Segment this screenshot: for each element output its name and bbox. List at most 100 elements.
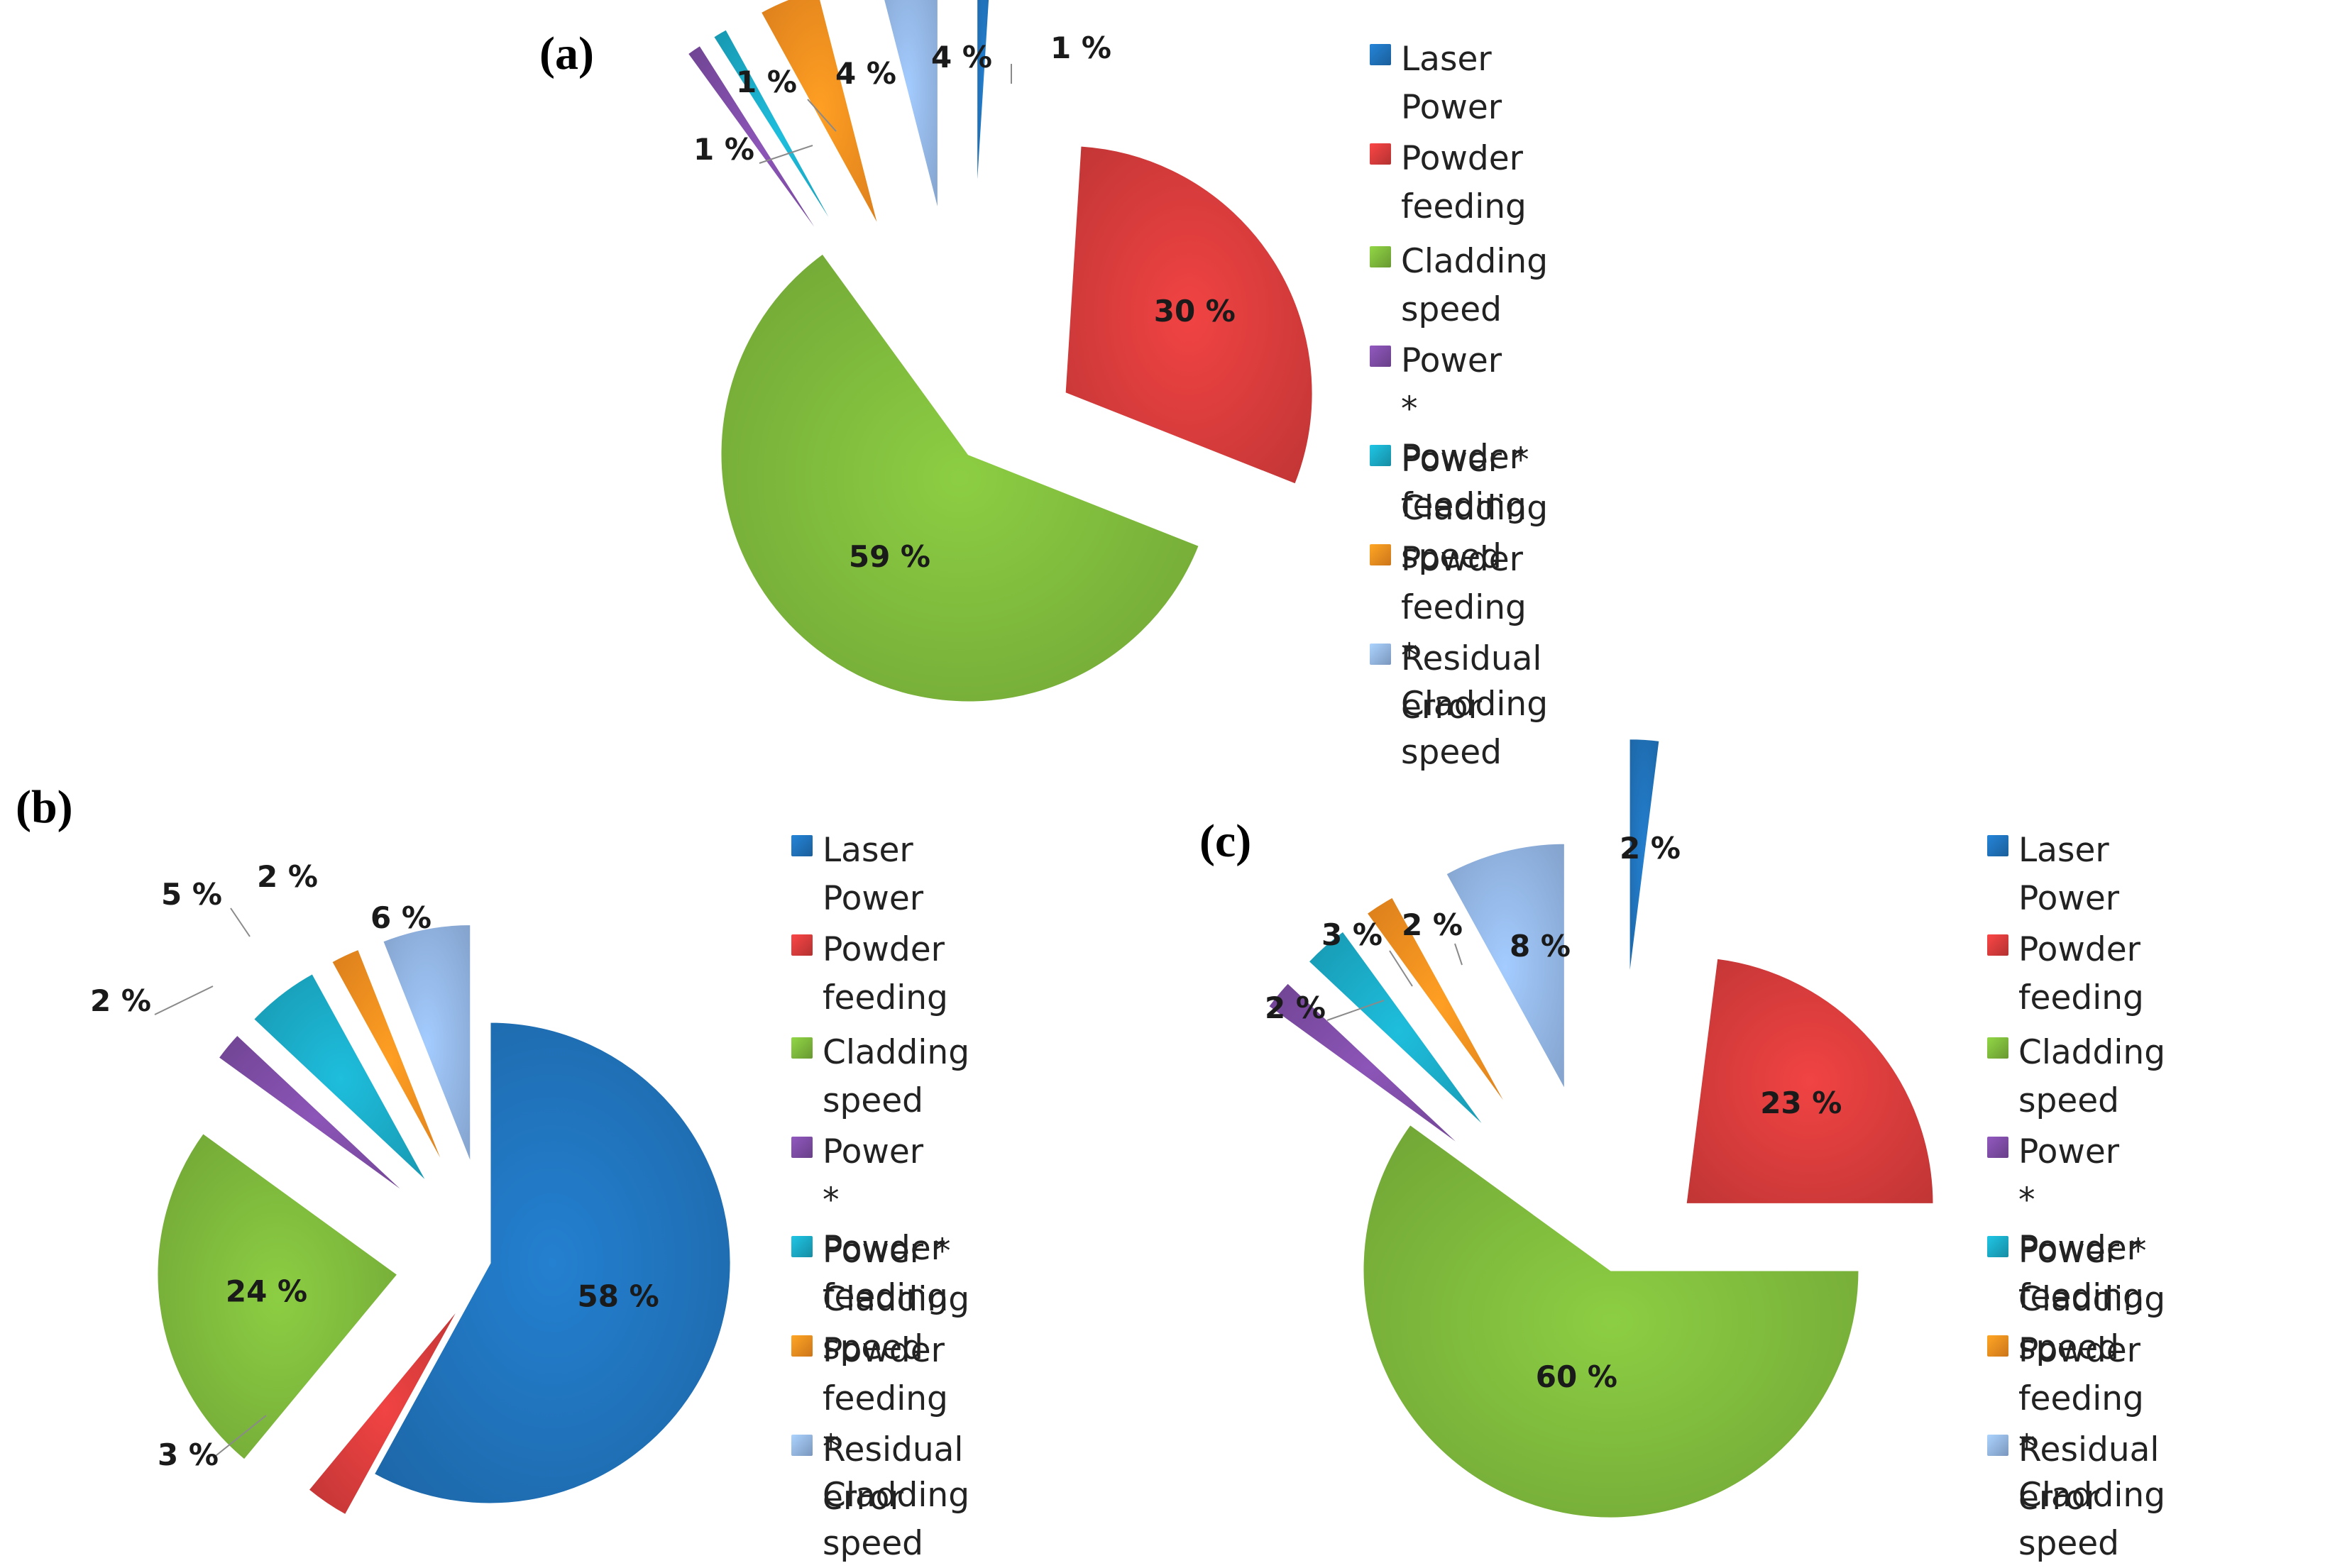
leader-line-power-cladding-speed [230,907,251,937]
legend-swatch-power-powder-feeding [1370,346,1391,367]
value-label-powder-feeding: 3 % [158,1437,219,1472]
legend-label-laser-power: Laser Power [1401,40,1502,127]
slice-powder-feeding [1684,956,1935,1205]
slice-power-cladding-speed [251,971,430,1186]
legend-item-residual-error: Residual error [791,1426,964,1523]
legend-swatch-powder-feeding [791,934,813,956]
value-label-power-cladding-speed: 1 % [736,65,797,99]
panel-label-c: (c) [1199,815,1252,867]
leader-line-power-cladding-speed [807,99,837,132]
slice-power-cladding-speed [711,27,847,248]
slice-powder-feeding-cladding-speed [329,947,449,1174]
legend-swatch-powder-feeding-cladding-speed [791,1335,813,1357]
legend-label-powder-feeding: Powder feeding [1401,139,1527,226]
legend-item-powder-feeding: Powder feeding [1370,135,1527,231]
slice-power-powder-feeding [1266,981,1470,1154]
legend-item-powder-feeding-cladding-speed: Powder feeding * Cladding speed [1370,536,1548,777]
value-label-powder-feeding-cladding-speed: 2 % [1402,907,1463,942]
legend-swatch-cladding-speed [791,1037,813,1059]
legend-label-power-powder-feeding: Power * Powder feeding [2018,1132,2144,1316]
pie-chart-a-svg: 1 % 30 % 59 % 1 % 1 % 4 % 4 % [686,0,1314,704]
leader-line-power-cladding-speed [1389,950,1413,987]
legend-label-laser-power: Laser Power [823,831,924,918]
legend-label-power-cladding-speed: Power * Cladding speed [2018,1232,2166,1367]
value-label-residual-error: 8 % [1510,929,1571,964]
pie-chart-b: 58 % 3 % 24 % 2 % 5 % 2 % 6 % [0,773,1164,1519]
pie-chart-a: 1 % 30 % 59 % 1 % 1 % 4 % 4 % [0,0,2325,731]
value-label-cladding-speed: 59 % [849,539,930,574]
panel-label-a: (a) [539,28,594,79]
value-label-power-powder-feeding: 1 % [693,132,754,167]
legend-swatch-power-powder-feeding [1987,1137,2008,1158]
legend-swatch-residual-error [1370,644,1391,665]
legend-label-residual-error: Residual error [823,1430,964,1518]
legend-swatch-cladding-speed [1987,1037,2008,1059]
slice-powder-feeding [306,1303,463,1517]
legend-swatch-powder-feeding [1370,143,1391,165]
legend-label-powder-feeding-cladding-speed: Powder feeding * Cladding speed [1401,540,1549,772]
value-label-cladding-speed: 24 % [226,1274,307,1309]
legend-swatch-power-cladding-speed [1987,1236,2008,1257]
value-label-laser-power: 58 % [578,1279,659,1314]
leader-line-power-powder-feeding [1326,1000,1385,1021]
value-label-power-cladding-speed: 3 % [1321,917,1383,952]
legend-swatch-laser-power [1987,835,2008,856]
legend-swatch-powder-feeding [1987,934,2008,956]
legend-swatch-power-cladding-speed [791,1236,813,1257]
legend-item-powder-feeding: Powder feeding [791,926,948,1022]
legend-label-cladding-speed: Cladding speed [823,1033,970,1120]
leader-line-power-powder-feeding [154,985,214,1015]
slice-powder-feeding [1063,144,1314,487]
legend-item-laser-power: Laser Power [1370,35,1502,132]
legend-swatch-laser-power [1370,44,1391,65]
value-label-residual-error: 4 % [931,40,992,74]
slice-residual-error [1444,841,1566,1092]
legend-item-power-powder-feeding: Power * Powder feeding [1987,1128,2144,1321]
slice-laser-power [975,0,991,214]
value-label-powder-feeding-cladding-speed: 4 % [835,56,896,91]
legend-swatch-power-cladding-speed [1370,445,1391,466]
legend-swatch-powder-feeding-cladding-speed [1987,1335,2008,1357]
slice-residual-error [882,0,940,216]
panel-label-b: (b) [16,781,73,833]
slice-power-cladding-speed [1306,929,1490,1133]
legend-item-cladding-speed: Cladding speed [1370,238,1548,334]
legend-label-laser-power: Laser Power [2018,831,2120,918]
legend-label-powder-feeding: Powder feeding [823,930,948,1017]
slice-power-powder-feeding [216,1032,414,1200]
legend-swatch-residual-error [1987,1435,2008,1456]
legend-item-power-powder-feeding: Power * Powder feeding [791,1128,948,1321]
pie-chart-c: 2 % 23 % 60 % 2 % 3 % 2 % 8 % [1164,737,2325,1520]
leader-line-power-powder-feeding [759,145,813,164]
value-label-power-powder-feeding: 2 % [90,983,151,1018]
legend-item-powder-feeding: Powder feeding [1987,926,2144,1022]
legend-label-power-powder-feeding: Power * Powder feeding [823,1132,948,1316]
legend-label-power-cladding-speed: Power * Cladding speed [823,1232,970,1367]
value-label-laser-power: 2 % [1620,831,1681,866]
legend-item-cladding-speed: Cladding speed [1987,1029,2165,1125]
slice-residual-error [380,922,473,1166]
legend-item-residual-error: Residual error [1370,635,1542,731]
legend-swatch-residual-error [791,1435,813,1456]
slice-laser-power [372,1020,732,1506]
slice-cladding-speed [1361,1122,1861,1520]
legend-label-power-powder-feeding: Power * Powder feeding [1401,341,1527,525]
slice-powder-feeding-cladding-speed [759,0,881,231]
value-label-power-powder-feeding: 2 % [1265,990,1326,1025]
legend-label-cladding-speed: Cladding speed [1401,242,1549,329]
slice-cladding-speed [719,251,1202,704]
legend-item-laser-power: Laser Power [791,827,923,923]
legend-label-residual-error: Residual error [2018,1430,2160,1518]
legend-item-cladding-speed: Cladding speed [791,1029,969,1125]
leader-line-powder-feeding-cladding-speed [1454,943,1463,966]
legend-label-cladding-speed: Cladding speed [2018,1033,2166,1120]
pie-chart-c-svg: 2 % 23 % 60 % 2 % 3 % 2 % 8 % [1265,737,1935,1520]
value-label-power-cladding-speed: 5 % [161,877,222,912]
legend-item-laser-power: Laser Power [1987,827,2119,923]
legend-label-residual-error: Residual error [1401,639,1542,727]
legend-swatch-powder-feeding-cladding-speed [1370,544,1391,565]
slice-laser-power [1627,737,1661,987]
value-label-laser-power: 1 % [1050,31,1111,65]
legend-swatch-power-powder-feeding [791,1137,813,1158]
slice-cladding-speed [155,1131,400,1462]
